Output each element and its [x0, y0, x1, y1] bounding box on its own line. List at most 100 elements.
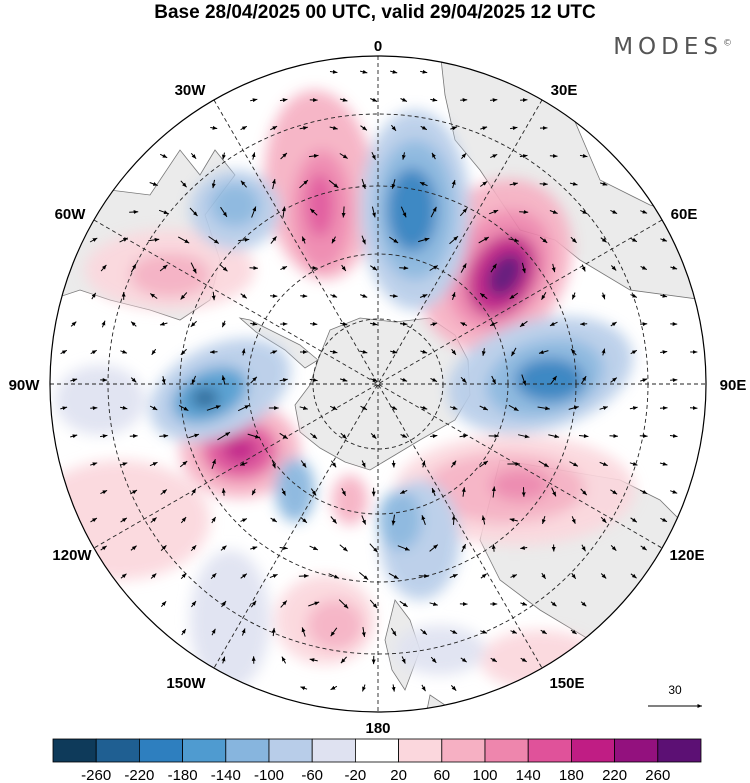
wind-arrow — [308, 601, 320, 607]
colorbar-swatch — [138, 738, 183, 763]
wind-arrow — [221, 375, 226, 385]
wind-arrow — [251, 488, 256, 496]
wind-arrow — [160, 545, 167, 551]
wind-arrow — [669, 433, 678, 438]
wind-arrow — [549, 321, 558, 327]
wind-arrow — [301, 627, 306, 637]
wind-arrow — [450, 685, 457, 691]
map-boundary — [49, 55, 707, 713]
wind-arrow — [460, 657, 467, 663]
wind-arrow — [180, 180, 187, 188]
wind-arrow — [429, 602, 438, 606]
wind-arrow — [89, 237, 98, 243]
wind-arrow — [390, 405, 398, 410]
colorbar-swatch — [354, 738, 399, 763]
wind-arrow — [240, 180, 247, 188]
wind-arrow — [459, 434, 468, 439]
colorbar-swatch — [398, 738, 443, 763]
wind-arrow — [370, 265, 378, 271]
wind-arrow — [610, 321, 617, 327]
wind-arrow — [478, 236, 490, 244]
wind-arrow — [548, 434, 560, 439]
wind-arrow — [120, 517, 128, 523]
wind-arrow — [151, 348, 157, 356]
wind-arrow — [181, 628, 187, 636]
wind-arrow — [309, 658, 318, 663]
reference-vector-label: 30 — [668, 683, 682, 697]
brand-mark: © — [723, 38, 732, 49]
wind-arrow — [429, 544, 439, 552]
wind-arrow — [251, 152, 256, 160]
wind-arrow — [399, 600, 408, 608]
wind-arrow — [537, 406, 550, 411]
wind-arrow — [221, 656, 226, 664]
wind-arrow — [301, 236, 306, 244]
wind-arrow — [579, 153, 588, 158]
wind-arrow — [369, 321, 378, 326]
wind-arrow — [339, 97, 348, 102]
wind-arrow — [190, 320, 197, 328]
wind-arrow — [308, 153, 319, 158]
wind-arrow — [630, 293, 638, 298]
wind-arrow — [100, 264, 107, 272]
brand-name: MODES — [613, 34, 723, 60]
colorbar-swatch — [311, 738, 356, 763]
wind-arrow — [391, 124, 397, 132]
wind-arrow — [479, 292, 488, 300]
wind-arrow — [159, 264, 168, 272]
wind-arrow — [120, 405, 128, 410]
wind-arrow — [340, 656, 347, 664]
wind-arrow — [401, 152, 406, 160]
wind-arrow — [70, 434, 78, 439]
longitude-labels: 0 30E 60E 90E 120E 150E 180 150W 120W 90… — [9, 38, 747, 737]
wind-arrow — [270, 350, 278, 355]
wind-arrow — [610, 545, 617, 551]
wind-arrow — [460, 322, 468, 327]
wind-arrow — [571, 572, 577, 580]
wind-arrow — [191, 375, 197, 385]
graticule — [50, 56, 706, 712]
lon-label-60w: 60W — [55, 206, 87, 223]
wind-arrow — [188, 433, 200, 439]
wind-arrow — [430, 97, 438, 102]
wind-arrow — [330, 516, 337, 524]
wind-arrow — [517, 434, 530, 439]
wind-arrow — [640, 545, 647, 551]
wind-arrow — [430, 322, 438, 327]
wind-arrow — [281, 656, 287, 664]
wind-arrow — [70, 321, 77, 327]
wind-arrow — [509, 292, 519, 300]
wind-arrow — [280, 152, 288, 160]
wind-arrow — [310, 321, 318, 326]
colorbar-swatch — [614, 738, 659, 763]
wind-arrow — [149, 293, 158, 299]
wind-arrow — [660, 350, 668, 355]
colorbar-swatch — [268, 738, 313, 763]
wind-arrow — [279, 378, 288, 383]
wind-arrow — [449, 235, 459, 245]
wind-arrow — [431, 487, 436, 497]
wind-arrow — [460, 376, 467, 384]
wind-arrow — [160, 600, 167, 608]
wind-arrow — [241, 628, 246, 636]
colorbar-tick-label: 260 — [645, 767, 670, 783]
wind-arrow — [159, 434, 169, 438]
wind-arrow — [60, 349, 68, 355]
wind-arrow — [578, 434, 589, 439]
wind-arrow — [420, 405, 428, 410]
wind-arrow — [211, 459, 216, 469]
wind-arrow — [401, 656, 406, 664]
wind-arrow — [421, 515, 426, 525]
wind-arrow — [510, 347, 517, 357]
wind-arrow — [509, 518, 518, 523]
wind-arrow — [211, 179, 216, 189]
wind-arrow — [629, 461, 638, 466]
wind-arrow — [429, 265, 439, 271]
wind-arrow — [610, 209, 618, 215]
wind-arrow — [660, 293, 668, 298]
wind-arrow — [541, 291, 547, 301]
wind-arrow — [510, 629, 518, 634]
wind-arrow — [250, 321, 258, 326]
wind-arrow — [450, 629, 458, 635]
colorbar: -260 -220 -180 -140 -100 -60 -20 20 60 100 140 180 2… — [52, 738, 702, 783]
